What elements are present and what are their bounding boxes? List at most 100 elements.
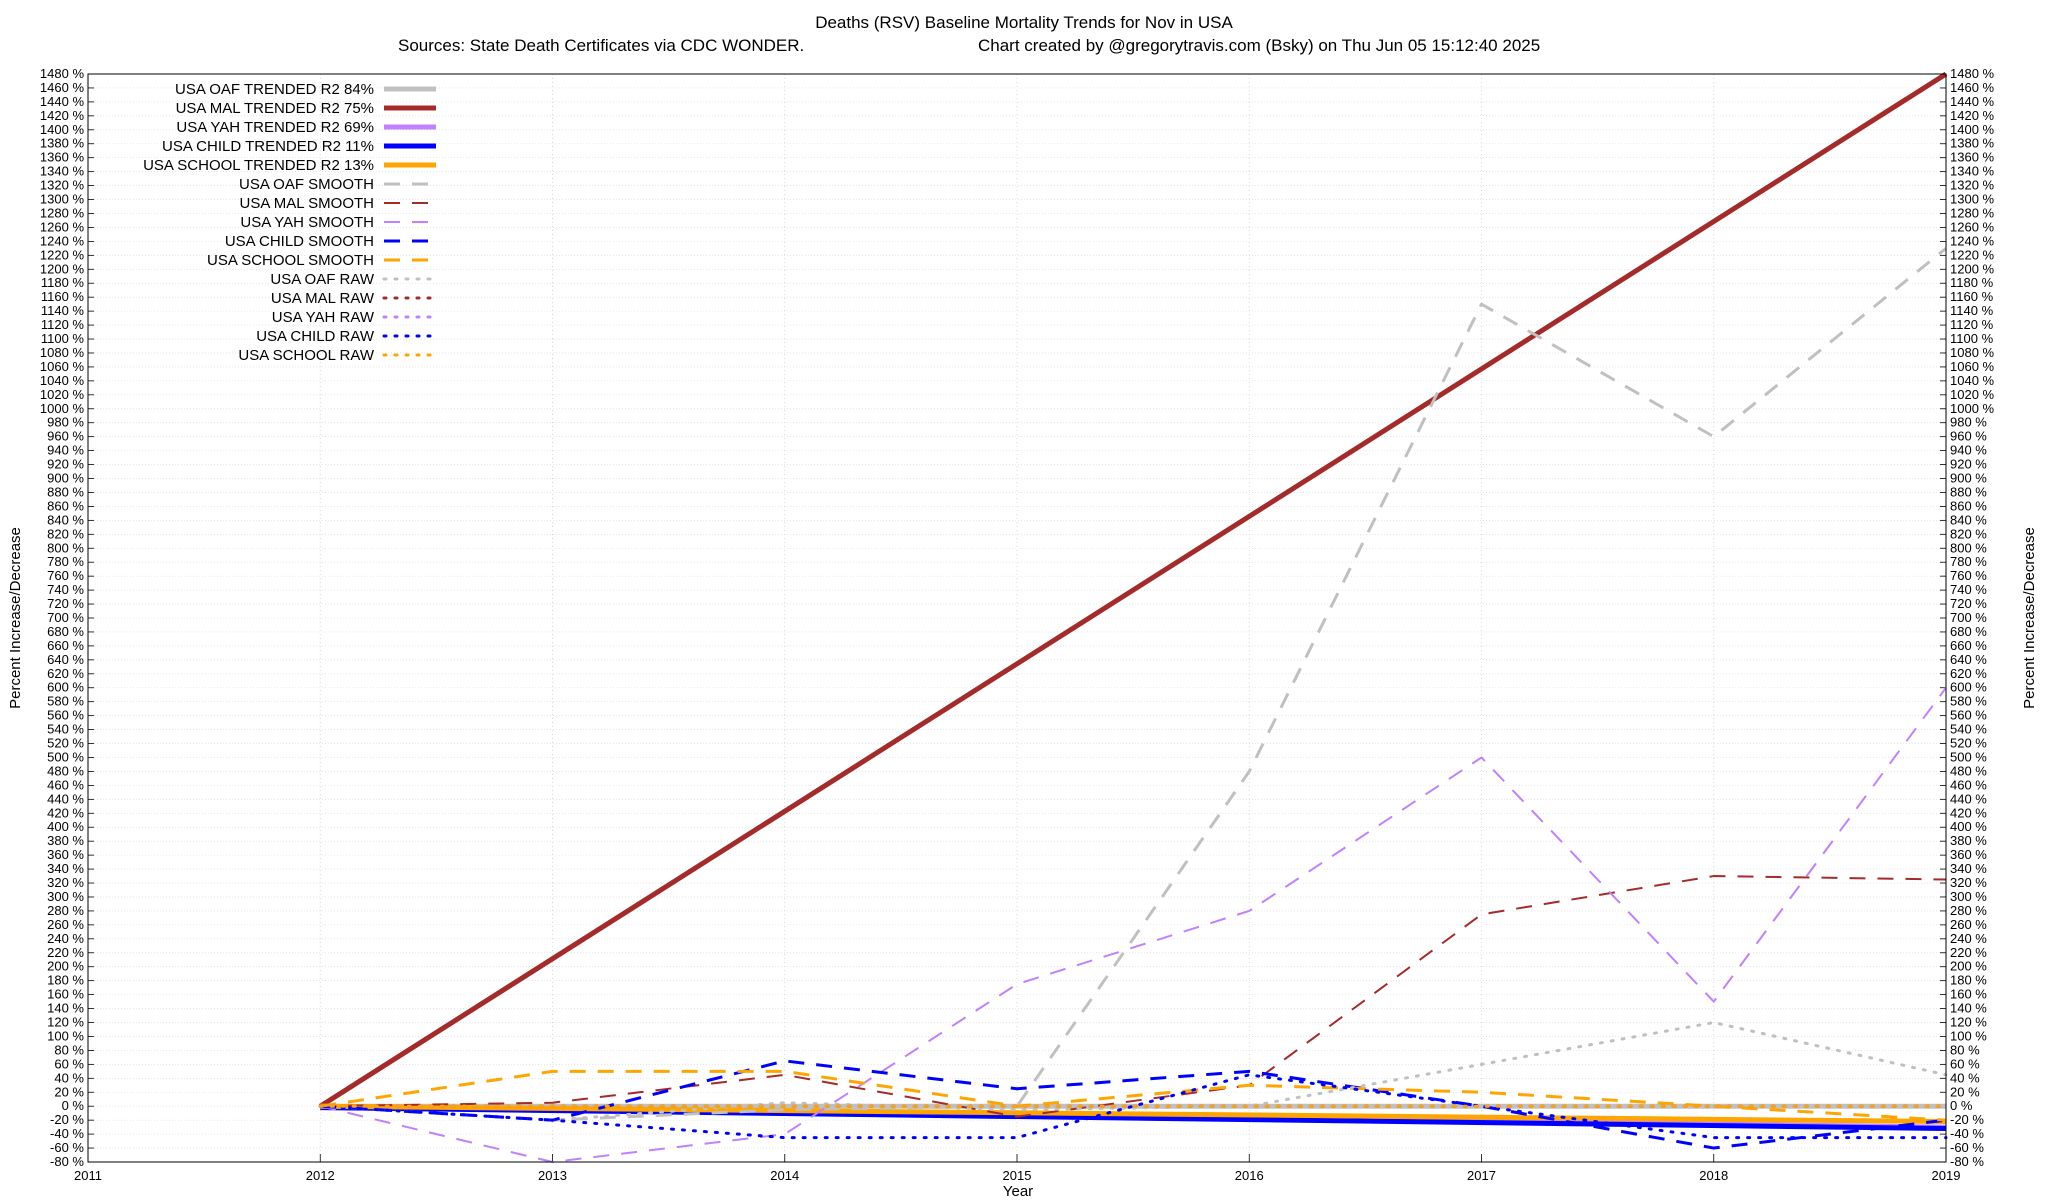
y-tick-label-right: 1460 %	[1950, 80, 1995, 95]
y-tick-label-left: 1160 %	[41, 289, 85, 304]
y-tick-label-right: 820 %	[1950, 526, 1987, 541]
y-tick-label-left: 1380 %	[40, 136, 85, 151]
y-tick-label-left: 40 %	[54, 1070, 84, 1085]
legend-label: USA OAF RAW	[270, 271, 374, 288]
y-tick-label-right: 560 %	[1950, 708, 1987, 723]
y-tick-label-left: 1460 %	[40, 80, 85, 95]
x-tick-label: 2015	[1003, 1168, 1032, 1183]
y-tick-label-left: 1000 %	[40, 401, 85, 416]
y-tick-label-left: 580 %	[47, 694, 84, 709]
y-tick-label-right: 640 %	[1950, 652, 1987, 667]
y-tick-label-right: 100 %	[1950, 1028, 1987, 1043]
y-tick-label-left: -40 %	[50, 1126, 84, 1141]
legend-label: USA CHILD RAW	[256, 328, 375, 345]
y-tick-label-left: 680 %	[47, 624, 84, 639]
x-ticks: 2011 2012 2013 2014 2015 2016 2017 2018 2019	[74, 1154, 1960, 1183]
legend-label: USA MAL SMOOTH	[240, 195, 374, 212]
y-tick-label-right: 600 %	[1950, 680, 1987, 695]
y-tick-label-right: 420 %	[1950, 805, 1987, 820]
y-tick-label-left: 1120 %	[41, 317, 85, 332]
y-tick-label-right: 1240 %	[1950, 233, 1995, 248]
y-tick-label-left: 1440 %	[40, 94, 85, 109]
series-line	[320, 247, 1947, 1122]
y-tick-label-left: -60 %	[50, 1140, 84, 1155]
y-tick-label-left: 540 %	[47, 722, 84, 737]
y-tick-label-right: 240 %	[1950, 931, 1987, 946]
y-tick-label-right: 440 %	[1950, 791, 1987, 806]
y-tick-label-left: 320 %	[47, 875, 84, 890]
x-tick-label: 2014	[770, 1168, 799, 1183]
y-tick-label-left: 520 %	[47, 736, 84, 751]
y-tick-label-right: 260 %	[1950, 917, 1987, 932]
series-line	[318, 71, 1948, 1109]
legend-label: USA YAH TRENDED R2 69%	[176, 119, 374, 136]
y-tick-label-left: 1200 %	[40, 261, 85, 276]
y-tick-label-left: 80 %	[54, 1042, 84, 1057]
y-tick-label-right: 1020 %	[1950, 387, 1995, 402]
y-tick-label-left: 480 %	[47, 763, 84, 778]
y-tick-label-right: 1140 %	[1950, 303, 1994, 318]
y-tick-label-left: 1320 %	[40, 178, 85, 193]
y-tick-label-right: 780 %	[1950, 554, 1987, 569]
y-tick-label-right: 1040 %	[1950, 373, 1995, 388]
y-tick-label-left: 740 %	[47, 582, 84, 597]
y-tick-label-left: 720 %	[47, 596, 84, 611]
x-tick-label: 2019	[1932, 1168, 1961, 1183]
y-tick-label-right: 980 %	[1950, 415, 1987, 430]
y-tick-label-left: 100 %	[47, 1028, 84, 1043]
x-tick-label: 2017	[1467, 1168, 1496, 1183]
y-tick-label-right: -40 %	[1950, 1126, 1984, 1141]
y-tick-label-right: 680 %	[1950, 624, 1987, 639]
y-tick-label-left: 340 %	[47, 861, 84, 876]
y-tick-label-right: 180 %	[1950, 973, 1987, 988]
y-tick-label-right: 300 %	[1950, 889, 1987, 904]
y-tick-label-left: 0 %	[62, 1098, 85, 1113]
y-tick-label-left: 280 %	[47, 903, 84, 918]
y-tick-label-left: 700 %	[47, 610, 84, 625]
y-tick-label-right: 320 %	[1950, 875, 1987, 890]
grid	[87, 73, 1947, 1163]
x-tick-label: 2016	[1235, 1168, 1264, 1183]
y-tick-label-left: -20 %	[50, 1112, 84, 1127]
y-tick-label-left: 620 %	[47, 666, 84, 681]
y-tick-label-right: 220 %	[1950, 945, 1987, 960]
y-tick-label-left: 1040 %	[40, 373, 85, 388]
y-tick-label-right: 660 %	[1950, 638, 1987, 653]
y-tick-label-right: 1180 %	[1950, 275, 1994, 290]
y-tick-label-right: 160 %	[1950, 987, 1987, 1002]
y-tick-label-right: 500 %	[1950, 749, 1987, 764]
chart-subtitle-credit: Chart created by @gregorytravis.com (Bsk…	[978, 36, 1540, 55]
legend-label: USA YAH SMOOTH	[240, 214, 374, 231]
legend-label: USA SCHOOL SMOOTH	[207, 252, 374, 269]
y-tick-label-right: 740 %	[1950, 582, 1987, 597]
y-tick-label-left: 1400 %	[40, 122, 85, 137]
y-tick-label-left: 960 %	[47, 429, 84, 444]
y-tick-label-left: 1020 %	[40, 387, 85, 402]
y-tick-label-right: 120 %	[1950, 1015, 1987, 1030]
legend-label: USA OAF TRENDED R2 84%	[175, 81, 374, 98]
y-tick-label-left: 60 %	[54, 1056, 84, 1071]
y-tick-label-right: 880 %	[1950, 484, 1987, 499]
y-tick-label-left: 220 %	[47, 945, 84, 960]
y-tick-label-left: 180 %	[47, 973, 84, 988]
y-tick-label-right: 1200 %	[1950, 261, 1995, 276]
legend-label: USA CHILD TRENDED R2 11%	[162, 138, 374, 155]
y-tick-label-left: 1080 %	[40, 345, 85, 360]
y-tick-label-right: 40 %	[1950, 1070, 1980, 1085]
legend-label: USA SCHOOL TRENDED R2 13%	[143, 157, 374, 174]
y-tick-label-right: 520 %	[1950, 736, 1987, 751]
y-tick-label-left: 820 %	[47, 526, 84, 541]
y-ticks: -80 % -80 %-60 % -60 %-40 % -40 %-20 % -20 %…	[40, 66, 1995, 1169]
y-tick-label-left: 980 %	[47, 415, 84, 430]
y-tick-label-left: 840 %	[47, 512, 84, 527]
legend-label: USA SCHOOL RAW	[238, 347, 374, 364]
y-tick-label-left: 940 %	[47, 443, 84, 458]
y-tick-label-right: 360 %	[1950, 847, 1987, 862]
y-tick-label-left: 400 %	[47, 819, 84, 834]
y-tick-label-right: -20 %	[1950, 1112, 1984, 1127]
y-tick-label-right: 540 %	[1950, 722, 1987, 737]
y-tick-label-left: 920 %	[47, 457, 84, 472]
y-tick-label-left: 1260 %	[40, 219, 85, 234]
y-tick-label-right: 1420 %	[1950, 108, 1995, 123]
